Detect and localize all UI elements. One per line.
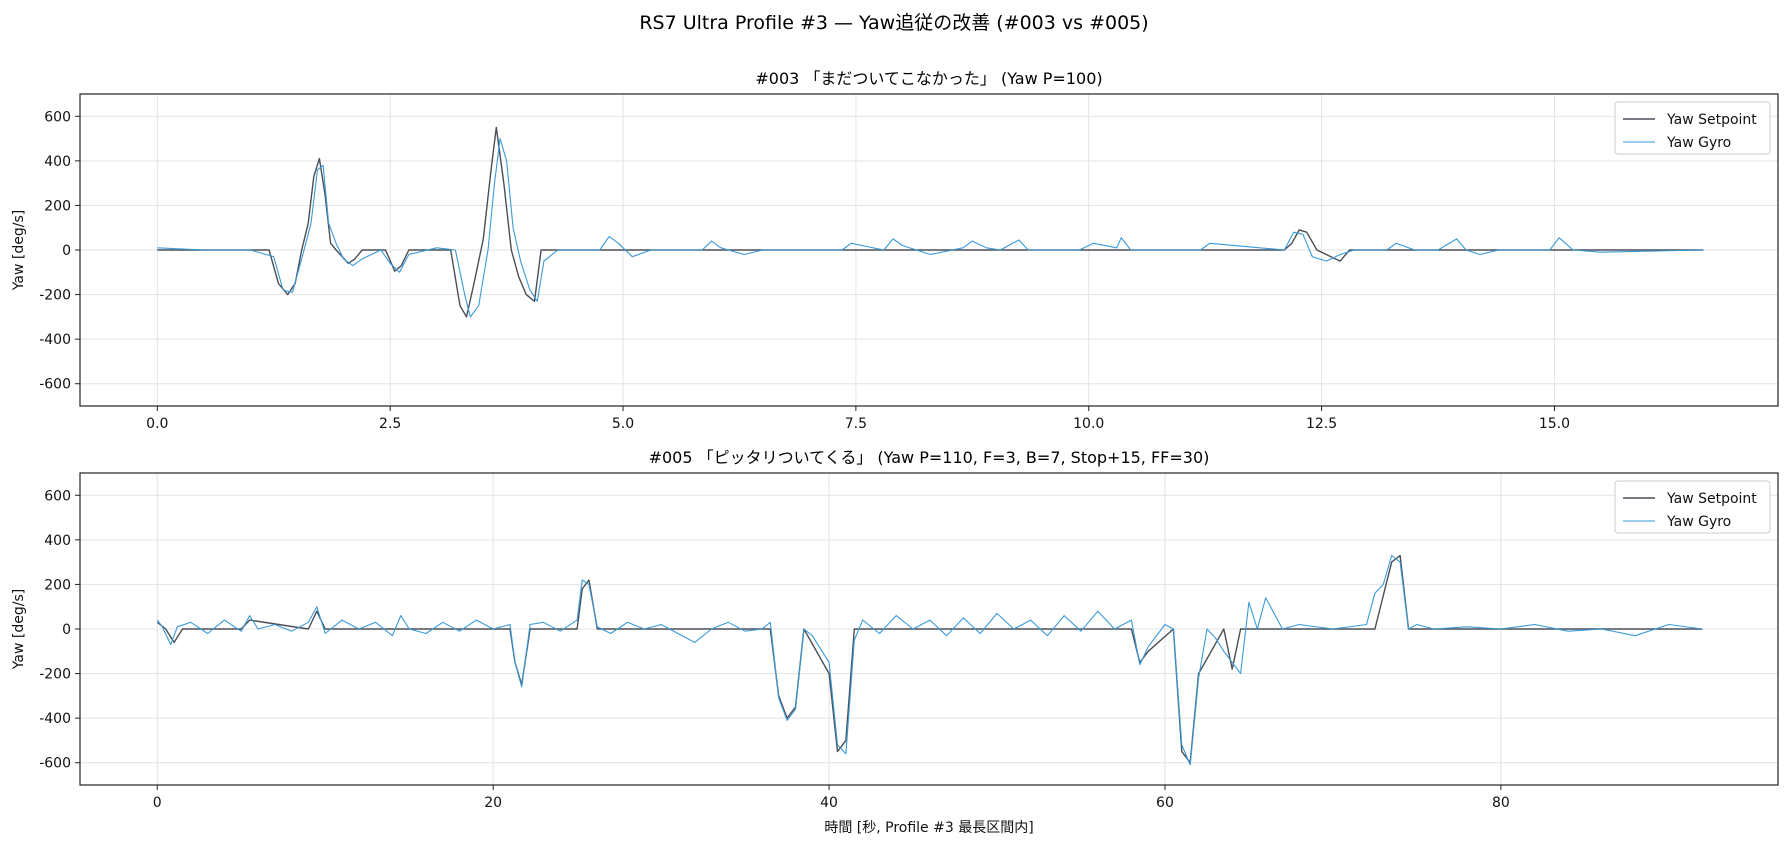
panel-005-xtick-label-4: 80 — [1492, 795, 1510, 811]
panel-003-legend-box — [1614, 101, 1771, 155]
panel-003-ytick-label-1: 400 — [44, 154, 71, 170]
panel-003-xtick-label-2: 5.0 — [612, 416, 634, 432]
panel-005-legend: Yaw Setpoint Yaw Gyro — [1614, 480, 1771, 534]
panel-003-legend-label-0: Yaw Setpoint — [1666, 112, 1757, 128]
panel-005-xlabel: 時間 [秒, Profile #3 最長区間内] — [824, 820, 1033, 836]
panel-005-ytick-label-4: -200 — [39, 667, 71, 683]
panel-003-xtick-label-6: 15.0 — [1539, 416, 1570, 432]
panel-003-ytick-label-6: -600 — [39, 377, 71, 393]
panel-005-legend-label-0: Yaw Setpoint — [1666, 491, 1757, 507]
panel-003-ytick-label-5: -400 — [39, 332, 71, 348]
panel-003-ytick-label-3: 0 — [62, 243, 71, 259]
panel-005-ytick-label-1: 400 — [44, 533, 71, 549]
panel-003-xtick-label-1: 2.5 — [379, 416, 401, 432]
panel-005-legend-label-1: Yaw Gyro — [1666, 514, 1731, 530]
panel-003-legend: Yaw Setpoint Yaw Gyro — [1614, 101, 1771, 155]
panel-005-title: #005 「ピッタリついてくる」 (Yaw P=110, F=3, B=7, S… — [649, 448, 1210, 467]
panel-003-ytick-label-0: 600 — [44, 109, 71, 125]
panel-005-series-gyro-line — [156, 554, 1703, 766]
panel-005-series-setpoint-line — [156, 554, 1703, 764]
panel-005-ytick-label-2: 200 — [44, 577, 71, 593]
panel-003-xtick-label-5: 12.5 — [1306, 416, 1337, 432]
panel-005: #005 「ピッタリついてくる」 (Yaw P=110, F=3, B=7, S… — [11, 448, 1779, 836]
panel-005-legend-box — [1614, 480, 1771, 534]
panel-003-ytick-label-2: 200 — [44, 198, 71, 214]
panel-003-series-gyro-line — [157, 138, 1704, 318]
panel-003-legend-label-1: Yaw Gyro — [1666, 135, 1731, 151]
panel-003-title: #003 「まだついてこなかった」 (Yaw P=100) — [755, 69, 1102, 88]
panel-005-ytick-label-5: -400 — [39, 711, 71, 727]
figure-title: RS7 Ultra Profile #3 — Yaw追従の改善 (#003 vs… — [639, 12, 1148, 34]
panel-005-xtick-label-1: 20 — [484, 795, 502, 811]
panel-005-xtick-label-2: 40 — [820, 795, 838, 811]
panel-003-xtick-label-4: 10.0 — [1073, 416, 1104, 432]
panel-003-xtick-label-0: 0.0 — [146, 416, 168, 432]
panel-003-series-setpoint-line — [157, 126, 1704, 318]
panel-005-ytick-label-0: 600 — [44, 488, 71, 504]
panel-003-ylabel: Yaw [deg/s] — [11, 210, 27, 291]
panel-003: #003 「まだついてこなかった」 (Yaw P=100) Yaw [deg/s… — [11, 69, 1779, 432]
panel-005-ytick-label-6: -600 — [39, 756, 71, 772]
panel-005-xtick-label-0: 0 — [153, 795, 162, 811]
panel-003-ytick-label-4: -200 — [39, 288, 71, 304]
panel-003-xtick-label-3: 7.5 — [845, 416, 867, 432]
panel-005-ytick-label-3: 0 — [62, 622, 71, 638]
panel-005-ylabel: Yaw [deg/s] — [11, 589, 27, 670]
panel-005-xtick-label-3: 60 — [1156, 795, 1174, 811]
